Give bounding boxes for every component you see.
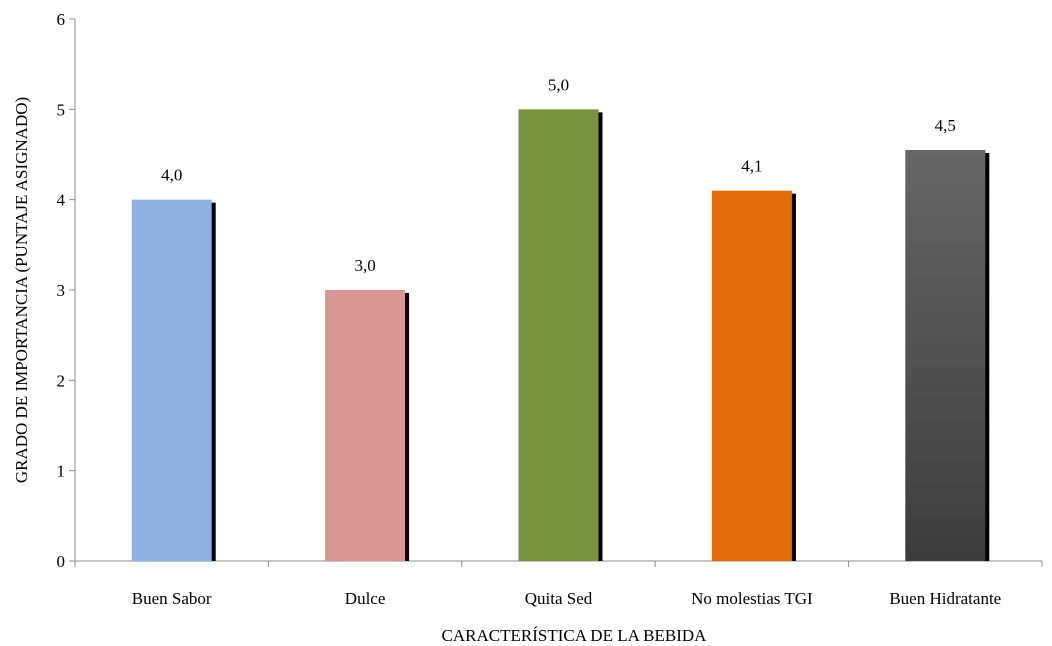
y-tick-label: 6	[57, 10, 66, 29]
y-axis-title: GRADO DE IMPORTANCIA (PUNTAJE ASIGNADO)	[12, 97, 31, 483]
data-label: 4,5	[935, 116, 956, 135]
y-tick-label: 4	[57, 191, 66, 210]
y-tick-label: 3	[57, 281, 66, 300]
data-label: 5,0	[548, 75, 569, 94]
y-tick-label: 1	[57, 462, 66, 481]
category-label: Buen Hidratante	[889, 589, 1001, 608]
y-tick-label: 5	[57, 100, 66, 119]
bar	[518, 109, 599, 561]
bars	[131, 109, 990, 561]
category-label: Dulce	[345, 589, 386, 608]
bar	[325, 290, 406, 561]
x-axis-title: CARACTERÍSTICA DE LA BEBIDA	[442, 626, 708, 645]
bar	[711, 190, 792, 561]
data-labels: 4,0 Buen Sabor 3,0 Dulce 5,0 Quita Sed 4,1 No m…	[132, 75, 1001, 608]
y-tick-label: 2	[57, 371, 66, 390]
bar	[905, 149, 986, 561]
y-tick-label: 0	[57, 552, 66, 571]
data-label: 4,0	[161, 166, 182, 185]
category-label: Buen Sabor	[132, 589, 212, 608]
category-label: No molestias TGI	[691, 589, 813, 608]
data-label: 4,1	[741, 157, 762, 176]
data-label: 3,0	[354, 256, 375, 275]
category-label: Quita Sed	[525, 589, 593, 608]
axes: 0 1 2 3 4 5 6	[57, 10, 1043, 571]
bar	[131, 199, 212, 561]
